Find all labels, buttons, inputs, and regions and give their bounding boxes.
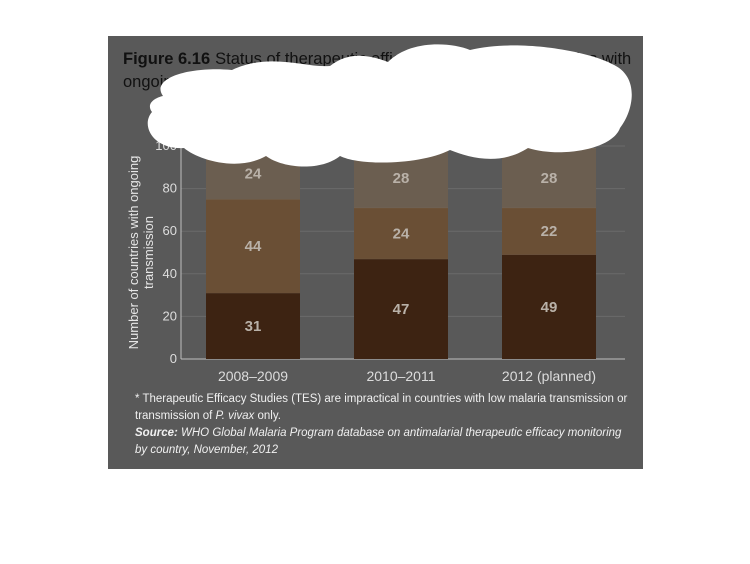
source-note: Source: WHO Global Malaria Program datab… [135, 425, 635, 459]
y-axis-label: Number of countries with ongoingtransmis… [126, 156, 156, 350]
y-tick-label: 40 [163, 266, 177, 281]
bar-segment [502, 254, 596, 359]
figure-panel: Figure 6.16 Status of therapeutic efficac… [108, 36, 643, 469]
footnote-text: * Therapeutic Efficacy Studies (TES) are… [135, 393, 628, 422]
data-label: 47 [393, 301, 410, 318]
legend-swatch [344, 122, 359, 125]
source-label: Source: [135, 427, 178, 439]
data-label: 28 [393, 170, 410, 187]
y-axis-label-line: transmission [141, 216, 156, 289]
data-label: 44 [245, 238, 262, 255]
y-axis-label-line: Number of countries with ongoing [126, 156, 141, 350]
data-label: 24 [245, 166, 262, 183]
footnote-tail: only. [254, 410, 281, 422]
legend-label: TES conducted [508, 117, 597, 132]
y-tick-label: 60 [163, 223, 177, 238]
source-text: WHO Global Malaria Program database on a… [135, 427, 622, 456]
legend-label: Studies not possible* [226, 117, 347, 132]
x-tick-label: 2012 (planned) [502, 368, 596, 384]
footnote-italic: P. vivax [215, 410, 255, 422]
y-tick-label: 80 [163, 181, 177, 196]
x-tick-label: 2010–2011 [366, 368, 435, 384]
bar-segment [354, 207, 448, 259]
y-tick-label: 100 [155, 138, 177, 153]
x-tick-label: 2008–2009 [218, 368, 288, 384]
y-tick-label: 20 [163, 308, 177, 323]
footnotes: * Therapeutic Efficacy Studies (TES) are… [135, 391, 635, 459]
bar-segment [206, 199, 300, 293]
data-label: 22 [541, 223, 558, 240]
footnote: * Therapeutic Efficacy Studies (TES) are… [135, 391, 635, 425]
bar-segment [354, 258, 448, 359]
bar-segment [502, 207, 596, 255]
data-label: 28 [541, 170, 558, 187]
y-tick-label: 0 [170, 351, 177, 366]
data-label: 24 [393, 225, 410, 242]
data-label: 31 [245, 318, 262, 335]
legend-label: No TES conducted [364, 117, 473, 132]
data-label: 49 [541, 299, 558, 316]
legend-swatch [488, 122, 503, 125]
bar-segment [206, 292, 300, 359]
